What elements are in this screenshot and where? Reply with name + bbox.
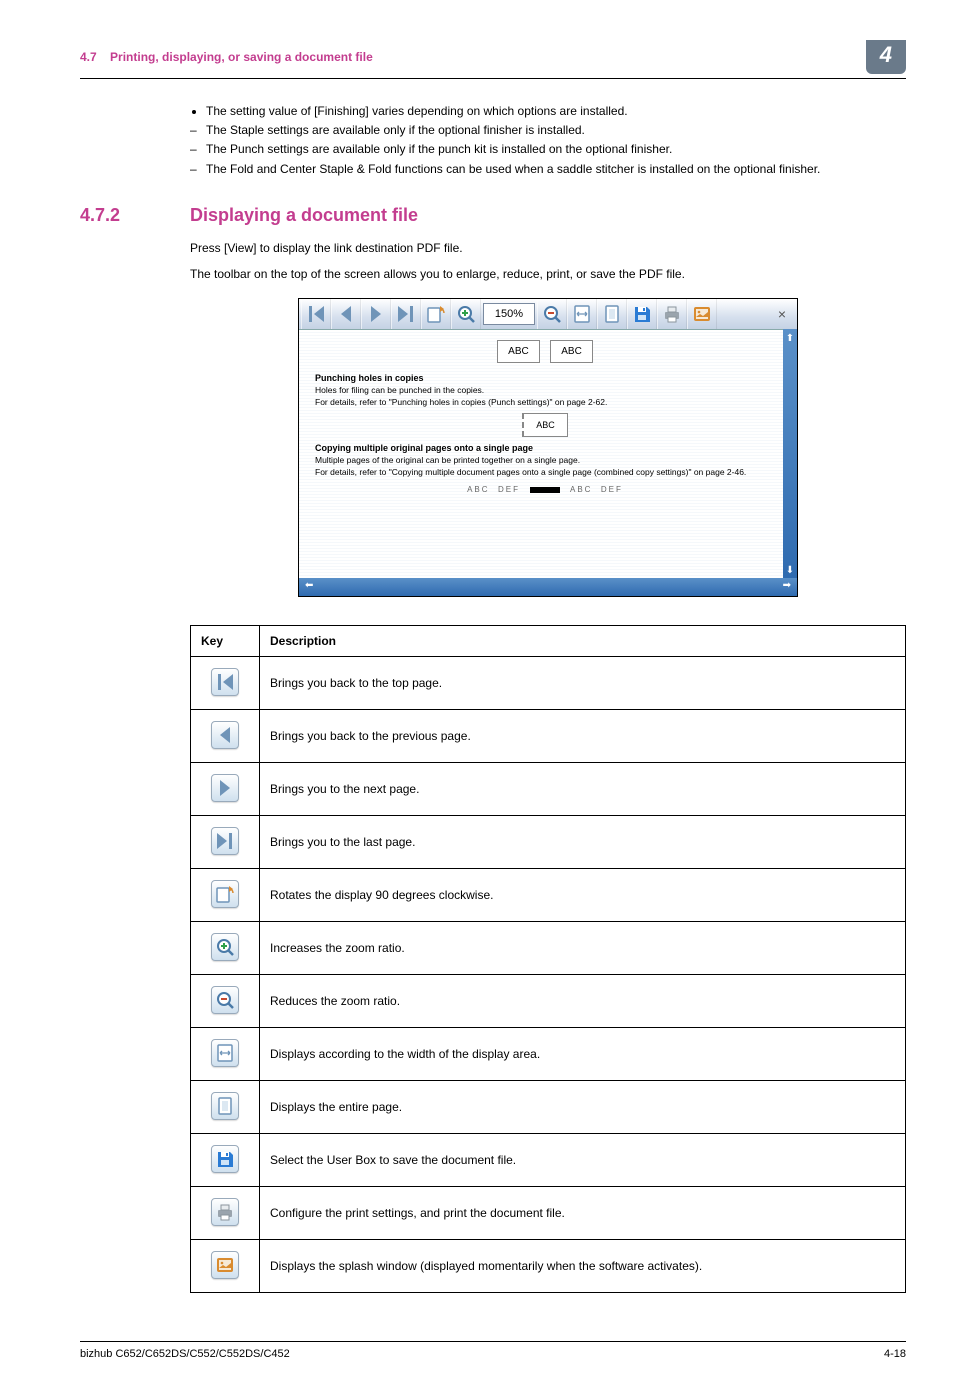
desc-cell: Displays according to the width of the d… xyxy=(260,1028,906,1081)
col-desc-header: Description xyxy=(260,626,906,657)
rotate-button[interactable] xyxy=(421,299,451,329)
subsection-num: 4.7.2 xyxy=(80,205,190,226)
sample-box: ABC xyxy=(522,413,568,437)
table-row: Displays the entire page. xyxy=(191,1081,906,1134)
paragraph: The toolbar on the top of the screen all… xyxy=(190,266,906,282)
prev-page-button[interactable] xyxy=(331,299,361,329)
scroll-right-icon: ➡ xyxy=(783,580,791,591)
last-page-button[interactable] xyxy=(391,299,421,329)
fit-page-icon xyxy=(211,1092,239,1120)
desc-cell: Displays the entire page. xyxy=(260,1081,906,1134)
sample-heading: Punching holes in copies xyxy=(315,373,775,383)
splash-button[interactable] xyxy=(687,299,717,329)
last-page-icon xyxy=(211,827,239,855)
table-row: Configure the print settings, and print … xyxy=(191,1187,906,1240)
col-key-header: Key xyxy=(191,626,260,657)
fit-width-icon xyxy=(211,1039,239,1067)
chapter-badge: 4 xyxy=(866,40,906,74)
sample-box: ABC xyxy=(497,340,540,363)
scroll-up-icon: ⬆ xyxy=(783,329,797,344)
fit-page-button[interactable] xyxy=(597,299,627,329)
desc-cell: Brings you to the last page. xyxy=(260,816,906,869)
scroll-left-icon: ⬅ xyxy=(305,580,313,591)
pdf-viewer: 150% × ABC ABC Punching holes in copies … xyxy=(298,298,798,597)
next-page-button[interactable] xyxy=(361,299,391,329)
paragraph: Press [View] to display the link destina… xyxy=(190,240,906,256)
note-item: The setting value of [Finishing] varies … xyxy=(206,103,906,119)
sample-heading: Copying multiple original pages onto a s… xyxy=(315,443,775,453)
desc-cell: Brings you back to the previous page. xyxy=(260,710,906,763)
subsection-heading: 4.7.2Displaying a document file xyxy=(80,205,906,226)
desc-cell: Select the User Box to save the document… xyxy=(260,1134,906,1187)
print-icon xyxy=(211,1198,239,1226)
prev-page-icon xyxy=(211,721,239,749)
zoom-out-icon xyxy=(211,986,239,1014)
fit-width-button[interactable] xyxy=(567,299,597,329)
next-page-icon xyxy=(211,774,239,802)
zoom-value[interactable]: 150% xyxy=(483,303,535,325)
table-row: Select the User Box to save the document… xyxy=(191,1134,906,1187)
table-row: Brings you to the last page. xyxy=(191,816,906,869)
desc-cell: Increases the zoom ratio. xyxy=(260,922,906,975)
sample-text: For details, refer to "Copying multiple … xyxy=(315,467,775,477)
zoom-out-button[interactable] xyxy=(537,299,567,329)
key-description-table: Key Description Brings you back to the t… xyxy=(190,625,906,1293)
table-row: Brings you back to the top page. xyxy=(191,657,906,710)
save-icon xyxy=(211,1145,239,1173)
table-row: Brings you back to the previous page. xyxy=(191,710,906,763)
close-button[interactable]: × xyxy=(769,299,795,329)
sample-text: Holes for filing can be punched in the c… xyxy=(315,385,775,395)
subsection-title: Displaying a document file xyxy=(190,205,418,225)
scroll-down-icon: ⬇ xyxy=(783,565,797,576)
header-section-num: 4.7 xyxy=(80,50,97,64)
desc-cell: Brings you back to the top page. xyxy=(260,657,906,710)
zoom-in-button[interactable] xyxy=(451,299,481,329)
first-page-icon xyxy=(211,668,239,696)
desc-cell: Rotates the display 90 degrees clockwise… xyxy=(260,869,906,922)
vertical-scrollbar[interactable]: ⬆ ⬇ xyxy=(783,329,797,578)
sample-cut: ABC DEFABC DEF xyxy=(315,485,775,494)
horizontal-scrollbar[interactable]: ⬅ ➡ xyxy=(299,578,797,596)
header-section: 4.7 Printing, displaying, or saving a do… xyxy=(80,50,373,64)
table-row: Brings you to the next page. xyxy=(191,763,906,816)
table-row: Rotates the display 90 degrees clockwise… xyxy=(191,869,906,922)
sample-text: For details, refer to "Punching holes in… xyxy=(315,397,775,407)
save-button[interactable] xyxy=(627,299,657,329)
sample-text: Multiple pages of the original can be pr… xyxy=(315,455,775,465)
zoom-in-icon xyxy=(211,933,239,961)
header-section-title: Printing, displaying, or saving a docume… xyxy=(110,50,373,64)
note-item: The Fold and Center Staple & Fold functi… xyxy=(206,161,906,177)
table-row: Displays according to the width of the d… xyxy=(191,1028,906,1081)
first-page-button[interactable] xyxy=(301,299,331,329)
note-item: The Punch settings are available only if… xyxy=(206,141,906,157)
viewer-content: ABC ABC Punching holes in copies Holes f… xyxy=(299,330,797,596)
table-row: Reduces the zoom ratio. xyxy=(191,975,906,1028)
desc-cell: Configure the print settings, and print … xyxy=(260,1187,906,1240)
viewer-toolbar: 150% × xyxy=(299,299,797,330)
desc-cell: Reduces the zoom ratio. xyxy=(260,975,906,1028)
note-item: The Staple settings are available only i… xyxy=(206,122,906,138)
print-button[interactable] xyxy=(657,299,687,329)
table-row: Increases the zoom ratio. xyxy=(191,922,906,975)
desc-cell: Displays the splash window (displayed mo… xyxy=(260,1240,906,1293)
table-row: Displays the splash window (displayed mo… xyxy=(191,1240,906,1293)
desc-cell: Brings you to the next page. xyxy=(260,763,906,816)
page-header: 4.7 Printing, displaying, or saving a do… xyxy=(80,40,906,79)
splash-icon xyxy=(211,1251,239,1279)
notes-list: The setting value of [Finishing] varies … xyxy=(190,103,906,177)
sample-box: ABC xyxy=(550,340,593,363)
page-footer: bizhub C652/C652DS/C552/C552DS/C452 4-18 xyxy=(80,1341,906,1360)
rotate-icon xyxy=(211,880,239,908)
